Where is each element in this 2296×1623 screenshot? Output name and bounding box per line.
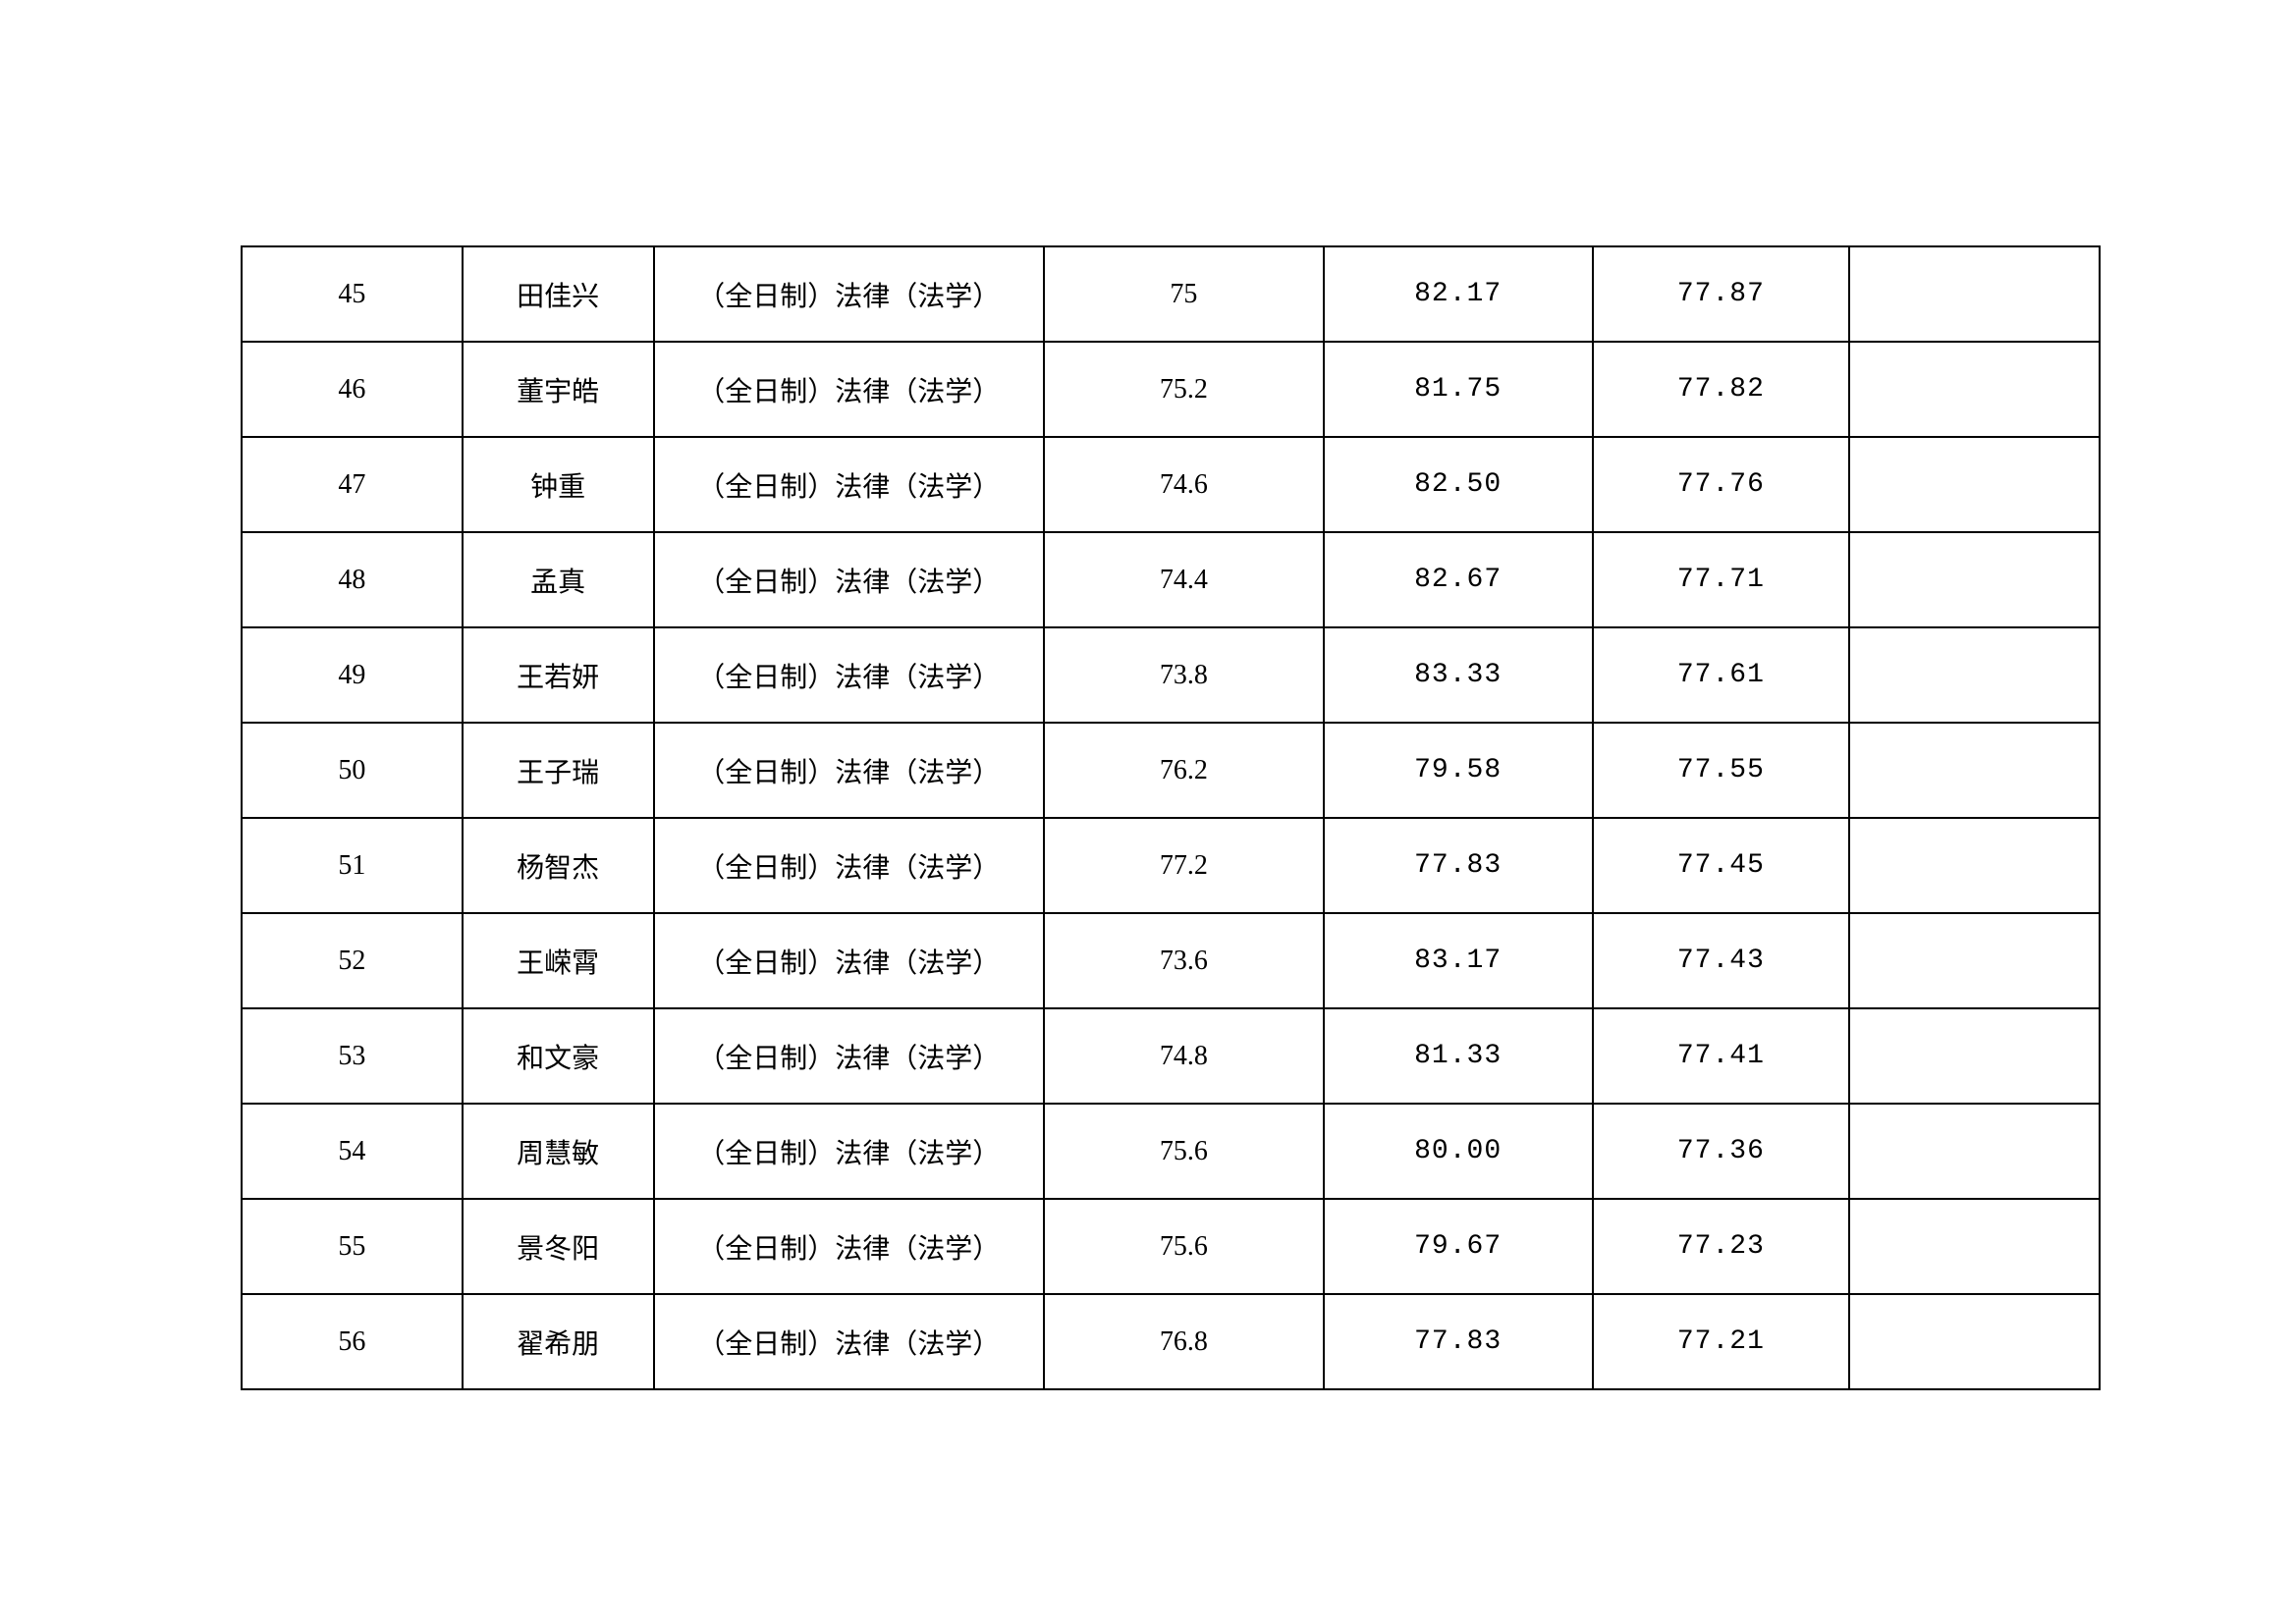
cell-name: 和文豪 bbox=[463, 1008, 654, 1104]
cell-name: 周慧敏 bbox=[463, 1104, 654, 1199]
cell-major: （全日制）法律（法学） bbox=[654, 1104, 1045, 1199]
cell-name: 翟希朋 bbox=[463, 1294, 654, 1389]
cell-score2: 79.67 bbox=[1324, 1199, 1593, 1294]
cell-score1: 75 bbox=[1044, 246, 1324, 342]
cell-score2: 83.33 bbox=[1324, 627, 1593, 723]
cell-remark bbox=[1849, 1294, 2100, 1389]
cell-score1: 75.2 bbox=[1044, 342, 1324, 437]
cell-index: 55 bbox=[242, 1199, 463, 1294]
cell-major: （全日制）法律（法学） bbox=[654, 437, 1045, 532]
cell-score2: 81.75 bbox=[1324, 342, 1593, 437]
cell-index: 47 bbox=[242, 437, 463, 532]
results-table-container: 45田佳兴（全日制）法律（法学）7582.1777.8746董宇皓（全日制）法律… bbox=[241, 245, 2101, 1390]
cell-index: 46 bbox=[242, 342, 463, 437]
cell-major: （全日制）法律（法学） bbox=[654, 342, 1045, 437]
cell-index: 51 bbox=[242, 818, 463, 913]
cell-index: 53 bbox=[242, 1008, 463, 1104]
cell-name: 田佳兴 bbox=[463, 246, 654, 342]
cell-major: （全日制）法律（法学） bbox=[654, 627, 1045, 723]
cell-index: 52 bbox=[242, 913, 463, 1008]
cell-major: （全日制）法律（法学） bbox=[654, 246, 1045, 342]
table-row: 55景冬阳（全日制）法律（法学）75.679.6777.23 bbox=[242, 1199, 2100, 1294]
cell-score3: 77.36 bbox=[1593, 1104, 1850, 1199]
cell-remark bbox=[1849, 627, 2100, 723]
cell-score3: 77.23 bbox=[1593, 1199, 1850, 1294]
cell-name: 孟真 bbox=[463, 532, 654, 627]
cell-score1: 75.6 bbox=[1044, 1104, 1324, 1199]
table-row: 54周慧敏（全日制）法律（法学）75.680.0077.36 bbox=[242, 1104, 2100, 1199]
cell-score1: 74.8 bbox=[1044, 1008, 1324, 1104]
cell-name: 杨智杰 bbox=[463, 818, 654, 913]
cell-index: 56 bbox=[242, 1294, 463, 1389]
cell-index: 49 bbox=[242, 627, 463, 723]
table-body: 45田佳兴（全日制）法律（法学）7582.1777.8746董宇皓（全日制）法律… bbox=[242, 246, 2100, 1389]
cell-name: 王若妍 bbox=[463, 627, 654, 723]
cell-index: 50 bbox=[242, 723, 463, 818]
cell-score3: 77.61 bbox=[1593, 627, 1850, 723]
cell-remark bbox=[1849, 1104, 2100, 1199]
cell-remark bbox=[1849, 1199, 2100, 1294]
table-row: 45田佳兴（全日制）法律（法学）7582.1777.87 bbox=[242, 246, 2100, 342]
cell-score3: 77.76 bbox=[1593, 437, 1850, 532]
table-row: 53和文豪（全日制）法律（法学）74.881.3377.41 bbox=[242, 1008, 2100, 1104]
table-row: 47钟重（全日制）法律（法学）74.682.5077.76 bbox=[242, 437, 2100, 532]
cell-major: （全日制）法律（法学） bbox=[654, 818, 1045, 913]
cell-score2: 81.33 bbox=[1324, 1008, 1593, 1104]
cell-remark bbox=[1849, 723, 2100, 818]
cell-remark bbox=[1849, 818, 2100, 913]
cell-score2: 77.83 bbox=[1324, 818, 1593, 913]
cell-name: 钟重 bbox=[463, 437, 654, 532]
cell-score1: 73.8 bbox=[1044, 627, 1324, 723]
cell-remark bbox=[1849, 913, 2100, 1008]
table-row: 56翟希朋（全日制）法律（法学）76.877.8377.21 bbox=[242, 1294, 2100, 1389]
cell-remark bbox=[1849, 532, 2100, 627]
cell-score2: 82.67 bbox=[1324, 532, 1593, 627]
cell-remark bbox=[1849, 437, 2100, 532]
cell-score1: 73.6 bbox=[1044, 913, 1324, 1008]
cell-remark bbox=[1849, 342, 2100, 437]
table-row: 50王子瑞（全日制）法律（法学）76.279.5877.55 bbox=[242, 723, 2100, 818]
cell-major: （全日制）法律（法学） bbox=[654, 1199, 1045, 1294]
cell-major: （全日制）法律（法学） bbox=[654, 723, 1045, 818]
table-row: 49王若妍（全日制）法律（法学）73.883.3377.61 bbox=[242, 627, 2100, 723]
cell-name: 王子瑞 bbox=[463, 723, 654, 818]
results-table: 45田佳兴（全日制）法律（法学）7582.1777.8746董宇皓（全日制）法律… bbox=[241, 245, 2101, 1390]
cell-score2: 77.83 bbox=[1324, 1294, 1593, 1389]
cell-major: （全日制）法律（法学） bbox=[654, 1008, 1045, 1104]
cell-score3: 77.82 bbox=[1593, 342, 1850, 437]
cell-score3: 77.41 bbox=[1593, 1008, 1850, 1104]
cell-score1: 74.6 bbox=[1044, 437, 1324, 532]
cell-score1: 76.8 bbox=[1044, 1294, 1324, 1389]
cell-name: 王嵘霄 bbox=[463, 913, 654, 1008]
cell-score2: 82.50 bbox=[1324, 437, 1593, 532]
cell-score2: 83.17 bbox=[1324, 913, 1593, 1008]
cell-major: （全日制）法律（法学） bbox=[654, 532, 1045, 627]
cell-score3: 77.45 bbox=[1593, 818, 1850, 913]
cell-score2: 80.00 bbox=[1324, 1104, 1593, 1199]
cell-index: 54 bbox=[242, 1104, 463, 1199]
table-row: 51杨智杰（全日制）法律（法学）77.277.8377.45 bbox=[242, 818, 2100, 913]
cell-index: 48 bbox=[242, 532, 463, 627]
cell-index: 45 bbox=[242, 246, 463, 342]
table-row: 46董宇皓（全日制）法律（法学）75.281.7577.82 bbox=[242, 342, 2100, 437]
cell-score3: 77.71 bbox=[1593, 532, 1850, 627]
cell-score2: 82.17 bbox=[1324, 246, 1593, 342]
cell-remark bbox=[1849, 1008, 2100, 1104]
cell-remark bbox=[1849, 246, 2100, 342]
cell-major: （全日制）法律（法学） bbox=[654, 913, 1045, 1008]
table-row: 48孟真（全日制）法律（法学）74.482.6777.71 bbox=[242, 532, 2100, 627]
cell-score1: 76.2 bbox=[1044, 723, 1324, 818]
cell-name: 景冬阳 bbox=[463, 1199, 654, 1294]
cell-score1: 77.2 bbox=[1044, 818, 1324, 913]
cell-name: 董宇皓 bbox=[463, 342, 654, 437]
cell-score3: 77.43 bbox=[1593, 913, 1850, 1008]
cell-score1: 75.6 bbox=[1044, 1199, 1324, 1294]
cell-score3: 77.55 bbox=[1593, 723, 1850, 818]
cell-score2: 79.58 bbox=[1324, 723, 1593, 818]
cell-score3: 77.21 bbox=[1593, 1294, 1850, 1389]
cell-score3: 77.87 bbox=[1593, 246, 1850, 342]
cell-score1: 74.4 bbox=[1044, 532, 1324, 627]
table-row: 52王嵘霄（全日制）法律（法学）73.683.1777.43 bbox=[242, 913, 2100, 1008]
cell-major: （全日制）法律（法学） bbox=[654, 1294, 1045, 1389]
